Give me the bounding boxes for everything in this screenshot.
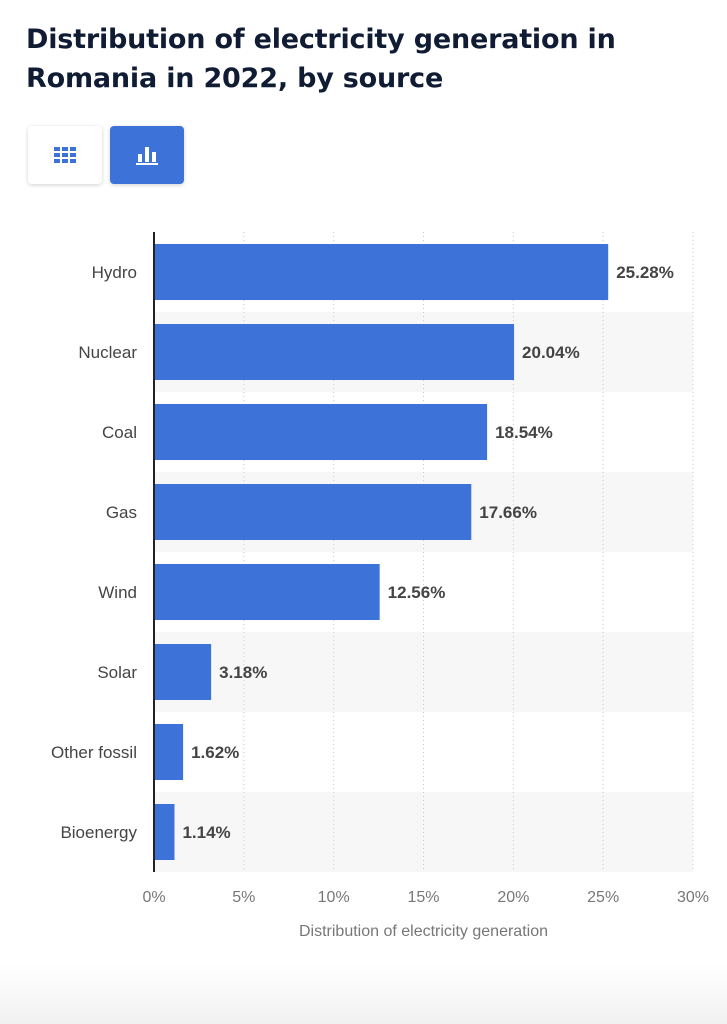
chart-title: Distribution of electricity generation i…	[26, 24, 616, 94]
category-label: Bioenergy	[60, 823, 137, 842]
x-axis-title: Distribution of electricity generation	[299, 923, 548, 940]
x-tick-label: 25%	[587, 889, 619, 906]
bar-solar[interactable]	[154, 644, 212, 700]
grid-icon	[54, 147, 76, 163]
chart-view-button[interactable]	[110, 126, 184, 184]
value-label: 18.54%	[495, 423, 553, 442]
x-tick-label: 5%	[232, 889, 255, 906]
value-label: 3.18%	[219, 663, 267, 682]
bar-other-fossil[interactable]	[154, 724, 184, 780]
value-label: 1.14%	[182, 823, 230, 842]
x-tick-label: 20%	[497, 889, 529, 906]
bar-gas[interactable]	[154, 484, 472, 540]
chart-area: Hydro Nuclear Coal Gas Wind Solar Other fossil…	[0, 220, 727, 950]
bar-hydro[interactable]	[154, 244, 609, 300]
bar-bioenergy[interactable]	[154, 804, 175, 860]
x-tick-label: 0%	[142, 889, 165, 906]
bar-wind[interactable]	[154, 564, 380, 620]
category-label: Wind	[98, 583, 137, 602]
category-label: Hydro	[92, 263, 137, 282]
value-label: 12.56%	[388, 583, 446, 602]
category-label: Coal	[102, 423, 137, 442]
x-tick-label: 15%	[407, 889, 439, 906]
bar-coal[interactable]	[154, 404, 488, 460]
bar-nuclear[interactable]	[154, 324, 515, 380]
category-label: Nuclear	[78, 343, 137, 362]
bar-chart-icon	[136, 147, 158, 165]
value-label: 25.28%	[616, 263, 674, 282]
x-tick-label: 30%	[677, 889, 709, 906]
category-label: Other fossil	[51, 743, 137, 762]
value-label: 1.62%	[191, 743, 239, 762]
value-label: 20.04%	[522, 343, 580, 362]
bottom-fade	[0, 964, 727, 1024]
value-label: 17.66%	[479, 503, 537, 522]
bar-chart: Hydro Nuclear Coal Gas Wind Solar Other fossil…	[51, 232, 709, 940]
category-label: Solar	[97, 663, 137, 682]
x-tick-label: 10%	[318, 889, 350, 906]
category-label: Gas	[106, 503, 137, 522]
table-view-button[interactable]	[28, 126, 102, 184]
